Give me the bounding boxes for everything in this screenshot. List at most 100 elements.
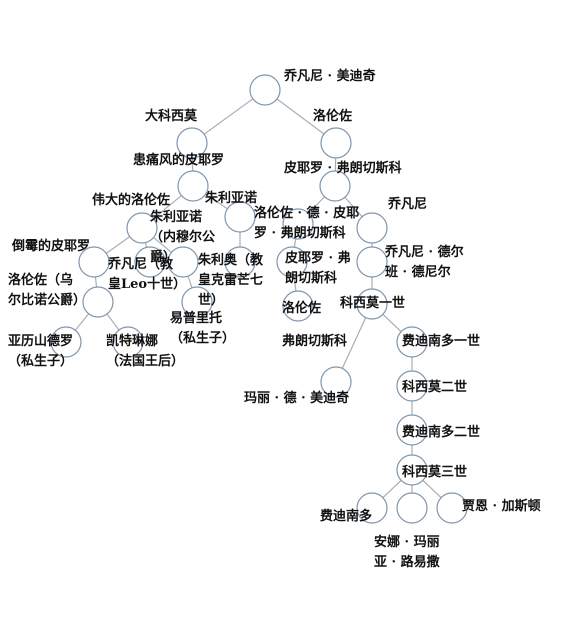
person-label-line: 贾恩 · 加斯顿: [462, 498, 541, 514]
person-node-n7: [224, 201, 256, 233]
person-node-n10: [78, 246, 110, 278]
person-label-n19: 科西莫一世: [340, 295, 405, 311]
person-node-n22: [320, 366, 352, 398]
edge-n5-n9: [344, 196, 363, 218]
person-label-n20: 亚历山德罗 （私生子）: [8, 333, 73, 369]
person-node-n5: [319, 170, 351, 202]
edge-n27-n30: [422, 479, 442, 499]
person-label-n28: 费迪南多: [320, 508, 372, 524]
person-label-n11: 乔凡尼（教皇Leo十世）: [107, 256, 186, 292]
person-node-n29: [396, 492, 428, 524]
person-label-n8: 洛伦佐 · 德 · 皮耶罗 · 弗朗切斯科: [254, 205, 359, 241]
person-label-line: 易普里托: [170, 310, 222, 326]
tree-edges: [74, 98, 442, 499]
person-label-line: 朗切斯科: [285, 270, 337, 286]
person-node-n15: [356, 246, 388, 278]
person-label-n6: 伟大的洛伦佐: [92, 192, 170, 208]
person-label-line: 洛伦佐（乌: [8, 272, 73, 288]
person-label-line: （私生子）: [8, 353, 73, 369]
person-label-line: 弗朗切斯科: [282, 333, 347, 349]
person-node-n27: [396, 454, 428, 486]
person-label-line: 亚 · 路易撒: [374, 554, 441, 570]
person-label-line: 科西莫三世: [402, 464, 467, 480]
person-label-line: 世）: [198, 292, 224, 308]
person-label-line: 费迪南多一世: [402, 333, 480, 349]
person-label-n26: 费迪南多二世: [402, 424, 480, 440]
edge-n16-n20: [74, 313, 90, 331]
person-node-n13: [224, 246, 256, 278]
person-label-n12: 朱利亚诺 （内穆尔公爵）: [149, 209, 215, 265]
person-label-line: 科西莫一世: [340, 295, 405, 311]
person-label-line: 凯特琳娜: [106, 333, 158, 349]
person-node-n6: [126, 212, 158, 244]
person-label-n21: 凯特琳娜 （法国王后）: [106, 333, 184, 369]
person-label-n1: 乔凡尼 · 美迪奇: [283, 68, 376, 84]
person-label-line: 皮耶罗 · 弗: [284, 250, 351, 266]
person-label-line: 洛伦佐: [282, 300, 321, 316]
person-label-n5: 皮耶罗 · 弗朗切斯科: [283, 160, 402, 176]
person-label-n13: 朱利奥（教皇克雷芒七世）: [197, 252, 264, 308]
person-label-line: （内穆尔公: [150, 229, 215, 245]
person-node-n3: [320, 127, 352, 159]
person-label-line: 大科西莫: [145, 108, 198, 124]
person-node-n25: [396, 370, 428, 402]
person-label-n24: 玛丽 · 德 · 美迪奇: [244, 390, 349, 406]
person-label-line: （私生子）: [170, 330, 235, 346]
person-label-n15: 乔凡尼 · 德尔班 · 德尼尔: [384, 244, 464, 280]
person-node-n30: [436, 492, 468, 524]
person-label-n10: 倒霉的皮耶罗: [11, 238, 90, 254]
person-label-line: 倒霉的皮耶罗: [11, 238, 90, 254]
person-label-line: 罗 · 弗朗切斯科: [254, 225, 346, 241]
person-label-line: 科西莫二世: [402, 379, 467, 395]
edge-n1-n2: [203, 98, 254, 135]
edge-n6-n11: [144, 242, 148, 248]
person-node-n21: [112, 326, 144, 358]
person-label-line: 班 · 德尼尔: [385, 264, 451, 280]
person-label-line: 费迪南多: [320, 508, 372, 524]
person-label-line: 皇克雷芒七: [198, 272, 263, 288]
person-label-line: 乔凡尼 · 德尔: [384, 244, 464, 260]
person-label-n30: 贾恩 · 加斯顿: [462, 498, 541, 514]
person-label-n7: 朱利亚诺: [204, 190, 257, 206]
person-label-line: 洛伦佐 · 德 · 皮耶: [254, 205, 359, 221]
person-node-n19: [356, 288, 388, 320]
person-node-n4: [177, 170, 209, 202]
person-node-n1: [249, 74, 281, 106]
person-node-n2: [176, 127, 208, 159]
person-label-line: 乔凡尼（教: [107, 256, 174, 272]
person-label-n25: 科西莫二世: [402, 379, 467, 395]
edge-n19-n22: [341, 317, 367, 369]
person-node-n16: [82, 286, 114, 318]
edge-n19-n23: [382, 313, 402, 333]
person-node-n12: [167, 246, 199, 278]
person-label-line: 朱利亚诺: [149, 209, 202, 225]
person-label-n16: 洛伦佐（乌尔比诺公爵）: [8, 272, 86, 308]
edge-n4-n6: [153, 195, 182, 219]
person-label-line: 尔比诺公爵）: [8, 292, 86, 308]
person-label-line: 费迪南多二世: [402, 424, 480, 440]
person-label-line: 皮耶罗 · 弗朗切斯科: [283, 160, 402, 176]
person-label-line: 乔凡尼 · 美迪奇: [283, 68, 376, 84]
edge-n6-n10: [105, 236, 131, 254]
person-label-line: 患痛风的皮耶罗: [133, 152, 224, 168]
edge-n6-n12: [153, 237, 172, 253]
edge-n5-n8: [308, 196, 325, 214]
person-node-n23: [396, 326, 428, 358]
edge-n4-n7: [205, 193, 228, 210]
person-node-n17: [181, 286, 213, 318]
person-label-line: 爵）: [150, 249, 176, 265]
edge-n8-n14: [293, 238, 297, 248]
person-label-line: 皇Leo十世）: [108, 276, 186, 292]
person-label-line: 玛丽 · 德 · 美迪奇: [244, 390, 349, 406]
person-label-n14: 皮耶罗 · 弗朗切斯科: [284, 250, 351, 286]
person-label-line: 安娜 · 玛丽: [374, 534, 440, 550]
person-node-n11: [134, 246, 166, 278]
person-node-n8: [282, 208, 314, 240]
person-label-n29: 安娜 · 玛丽亚 · 路易撒: [374, 534, 441, 570]
person-label-n27: 科西莫三世: [402, 464, 467, 480]
person-label-line: 伟大的洛伦佐: [92, 192, 170, 208]
person-label-n23: 费迪南多一世: [402, 333, 480, 349]
person-label-line: 乔凡尼: [387, 197, 427, 212]
person-label-n4: 患痛风的皮耶罗: [133, 152, 224, 168]
